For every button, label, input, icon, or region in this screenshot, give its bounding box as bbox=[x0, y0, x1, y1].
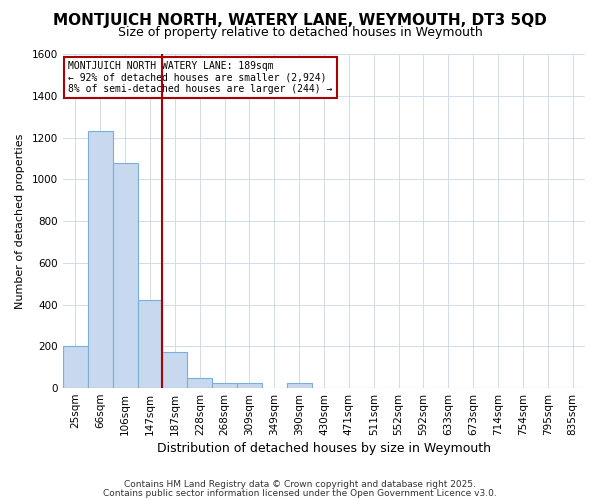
Text: Size of property relative to detached houses in Weymouth: Size of property relative to detached ho… bbox=[118, 26, 482, 39]
Text: Contains HM Land Registry data © Crown copyright and database right 2025.: Contains HM Land Registry data © Crown c… bbox=[124, 480, 476, 489]
Text: MONTJUICH NORTH WATERY LANE: 189sqm
← 92% of detached houses are smaller (2,924): MONTJUICH NORTH WATERY LANE: 189sqm ← 92… bbox=[68, 60, 332, 94]
X-axis label: Distribution of detached houses by size in Weymouth: Distribution of detached houses by size … bbox=[157, 442, 491, 455]
Text: MONTJUICH NORTH, WATERY LANE, WEYMOUTH, DT3 5QD: MONTJUICH NORTH, WATERY LANE, WEYMOUTH, … bbox=[53, 12, 547, 28]
Y-axis label: Number of detached properties: Number of detached properties bbox=[15, 134, 25, 308]
Bar bbox=[163, 352, 187, 388]
Bar bbox=[63, 346, 88, 388]
Bar bbox=[88, 132, 113, 388]
Bar bbox=[212, 383, 237, 388]
Bar bbox=[137, 300, 163, 388]
Bar bbox=[237, 383, 262, 388]
Bar bbox=[187, 378, 212, 388]
Bar bbox=[113, 162, 137, 388]
Bar bbox=[287, 383, 311, 388]
Text: Contains public sector information licensed under the Open Government Licence v3: Contains public sector information licen… bbox=[103, 490, 497, 498]
